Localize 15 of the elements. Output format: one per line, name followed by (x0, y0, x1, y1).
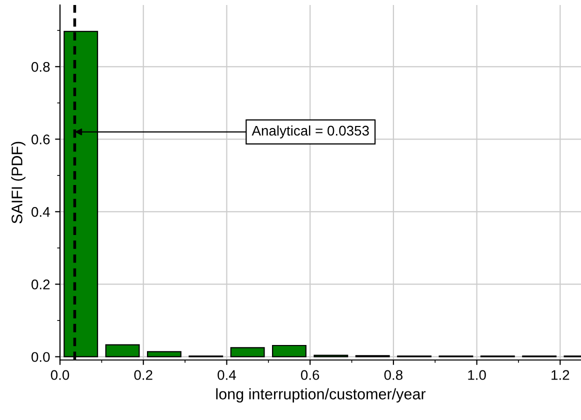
y-tick-label: 0.4 (32, 207, 50, 217)
y-tick-label: 0.2 (32, 280, 50, 290)
y-tick-label: 0.6 (32, 134, 50, 144)
x-tick-label: 0.2 (134, 370, 152, 380)
x-tick-label: 1.2 (552, 370, 570, 380)
y-tick-label: 0.8 (32, 62, 50, 72)
x-tick-label: 1.0 (468, 370, 486, 380)
x-tick-label: 0.6 (300, 370, 320, 380)
y-tick-label: 0.0 (32, 352, 50, 362)
x-tick-label: 0.0 (50, 370, 70, 380)
x-axis-title: long interruption/customer/year (216, 388, 426, 402)
x-tick-label: 0.4 (218, 370, 236, 380)
x-tick-label: 0.8 (384, 370, 402, 380)
y-axis-title: SAIFI (PDF) (11, 142, 26, 224)
annotation: Analytical = 0.0353 (252, 125, 369, 138)
